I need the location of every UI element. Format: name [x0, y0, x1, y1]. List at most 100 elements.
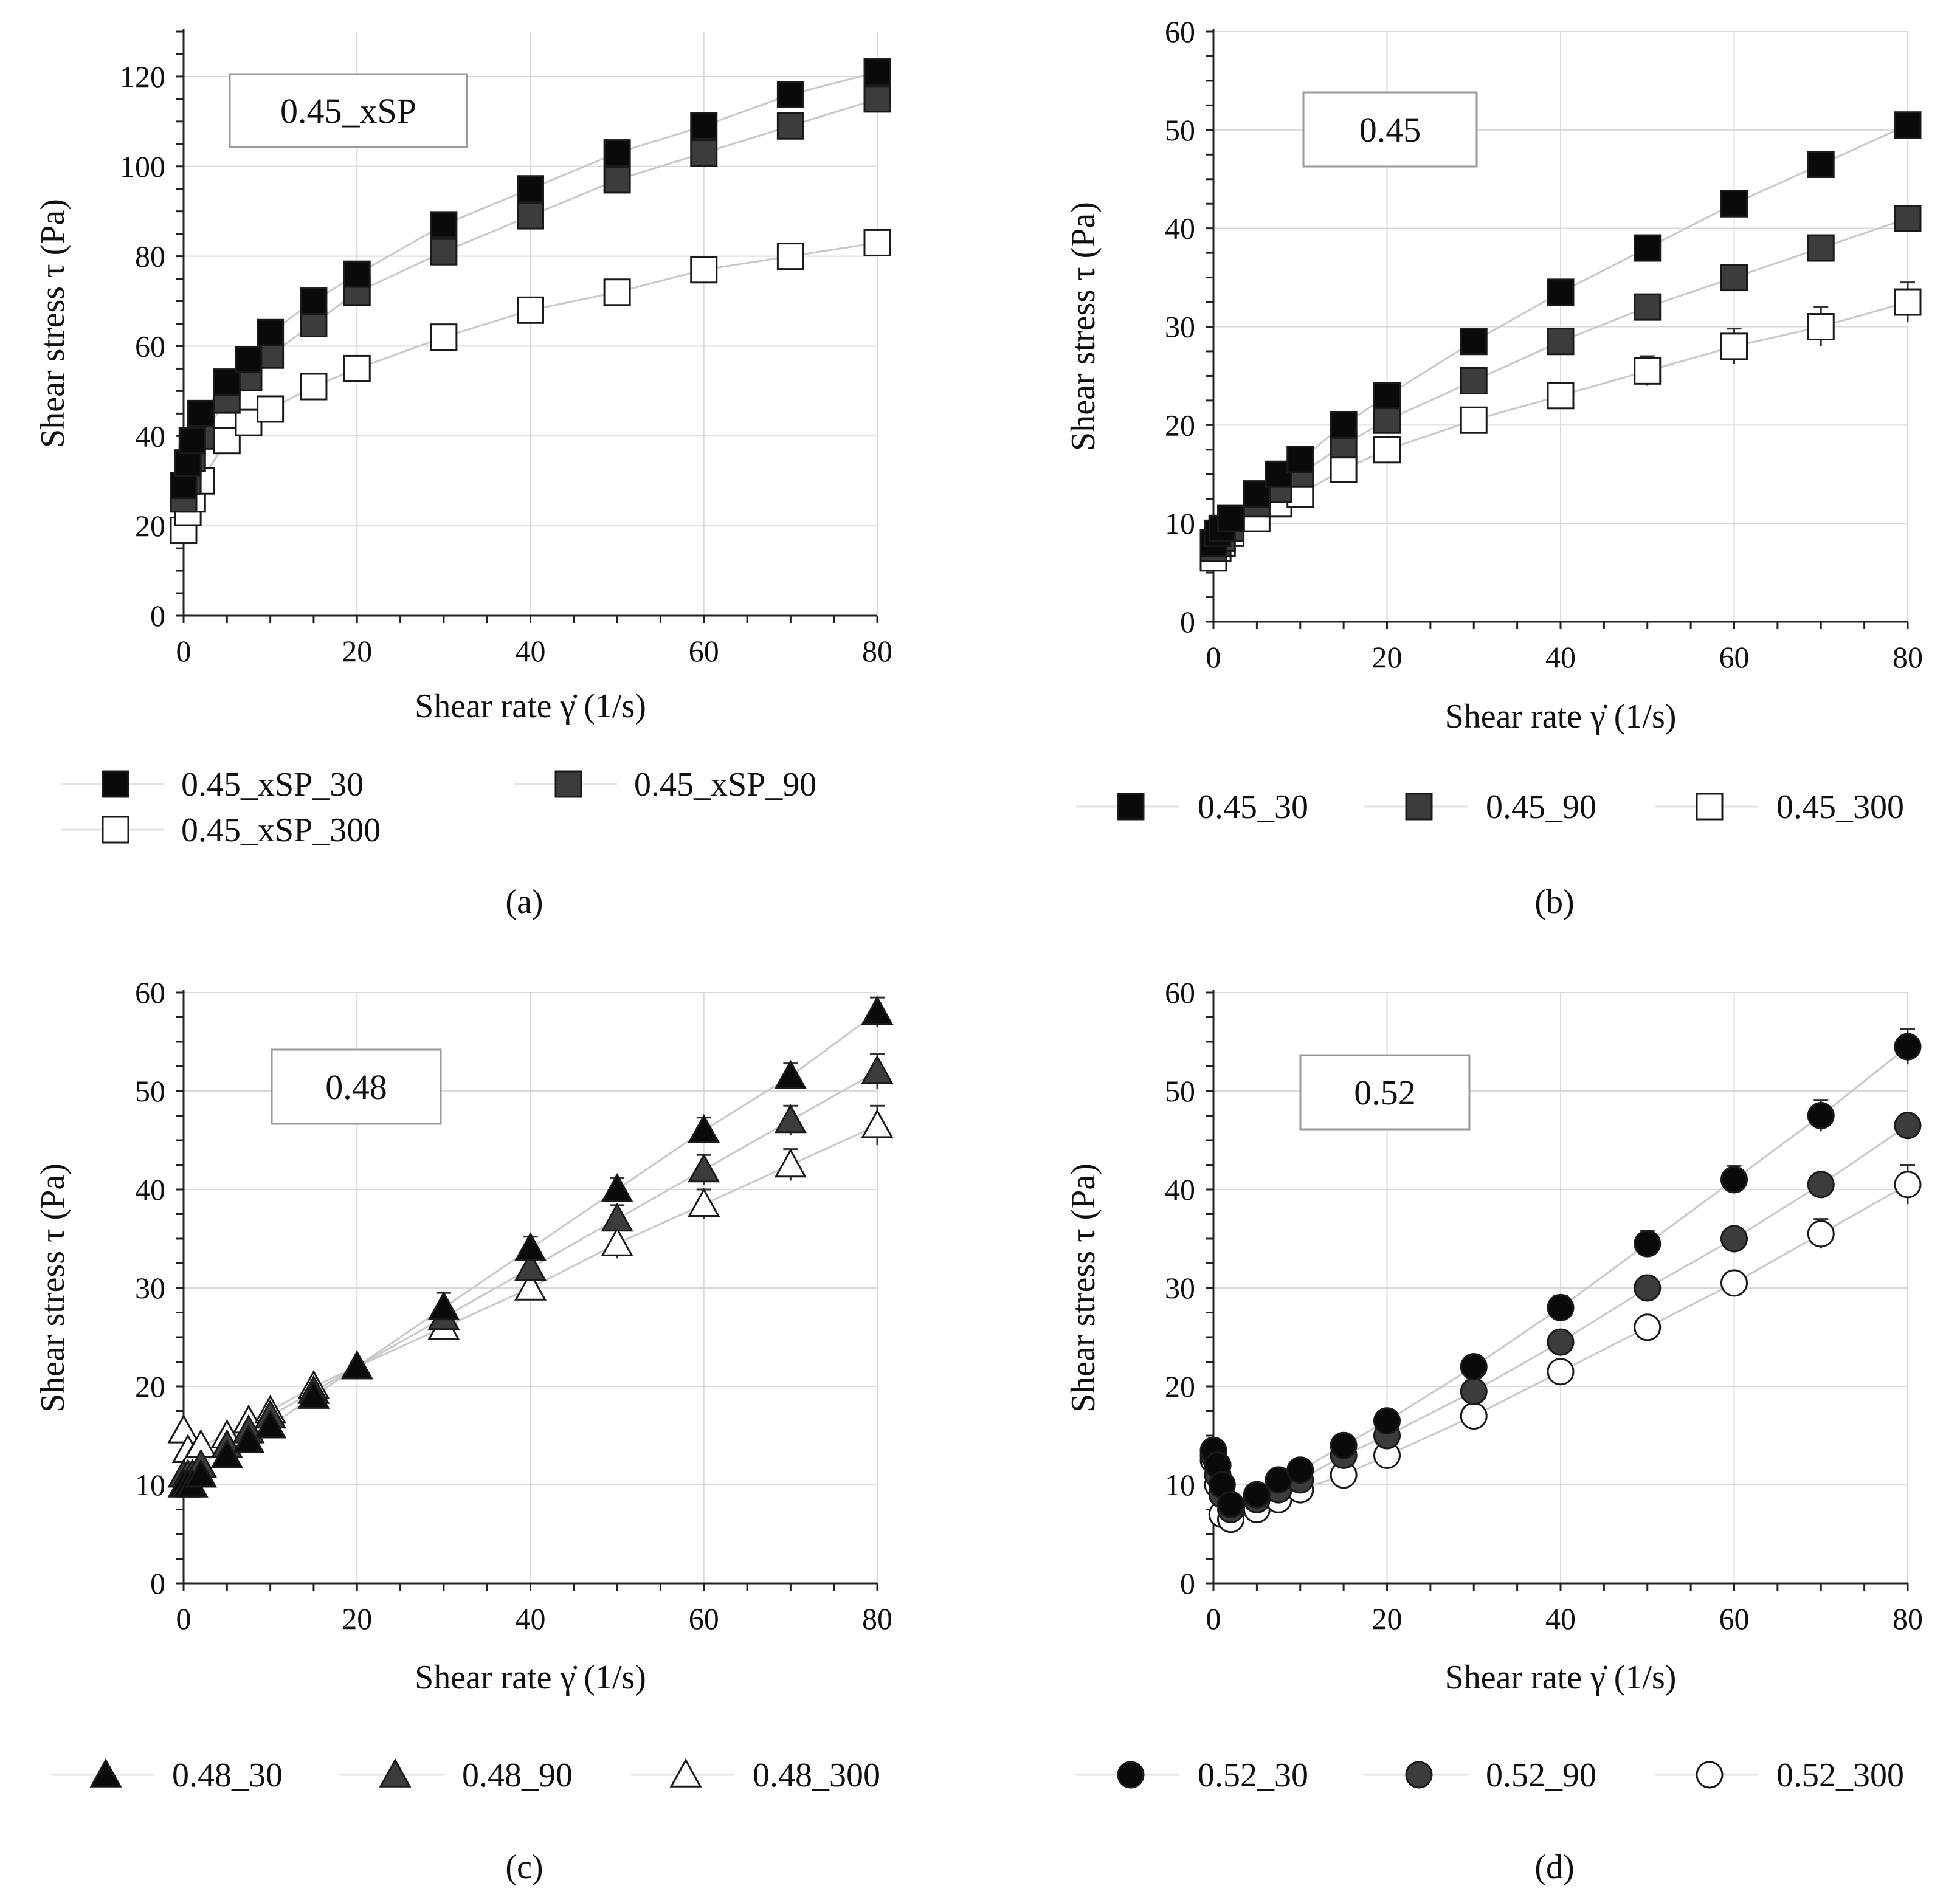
x-tick-label: 20 [1372, 1602, 1403, 1636]
x-tick-label: 20 [1372, 640, 1403, 674]
chart-panel-c: 0 10 20 30 40 50 60 0 20 40 60 80 Shear rate γ̇ (1/s… [34, 976, 894, 1886]
data-point-0.52_30 [1634, 1230, 1662, 1258]
data-point-0.45_xSP_30 [170, 472, 198, 500]
data-point-0.45_xSP_90 [603, 166, 631, 194]
data-point-0.52_300 [1894, 1171, 1922, 1199]
x-tick-label: 60 [1719, 1602, 1750, 1636]
data-point-0.48_300 [861, 1109, 894, 1138]
y-tick-label: 0 [150, 599, 165, 633]
data-point-0.45_xSP_90 [863, 85, 891, 113]
data-point-0.45_30 [1634, 234, 1662, 262]
data-point-0.45_300 [1547, 382, 1575, 410]
data-point-0.48_30 [232, 1424, 265, 1453]
data-point-0.52_300 [1720, 1269, 1748, 1297]
data-point-0.52_90 [1634, 1274, 1662, 1302]
data-point-0.48_90 [514, 1251, 547, 1281]
data-point-0.45_xSP_300 [863, 229, 891, 256]
legend-label: 0.48_30 [172, 1757, 283, 1794]
y-tick-label: 30 [135, 1271, 165, 1305]
data-point-0.45_xSP_300 [603, 278, 631, 306]
legend-label: 0.52_300 [1776, 1757, 1904, 1794]
data-point-0.48_90 [774, 1104, 807, 1134]
legend-marker [554, 770, 582, 798]
y-tick-label: 10 [135, 1468, 165, 1502]
data-point-0.45_300 [1460, 406, 1488, 434]
legend-marker [1696, 1761, 1724, 1789]
y-tick-label: 20 [135, 1369, 165, 1403]
data-point-0.48_30 [184, 1458, 218, 1488]
y-tick-label: 60 [1165, 976, 1195, 1010]
data-point-0.48_30 [601, 1172, 633, 1202]
data-point-0.48_30 [340, 1350, 373, 1380]
x-tick-label: 60 [689, 1602, 719, 1636]
data-point-0.45_30 [1460, 328, 1488, 356]
y-tick-label: 40 [1165, 212, 1195, 246]
x-tick-label: 0 [176, 1602, 192, 1636]
y-tick-label: 10 [1165, 1468, 1195, 1502]
legend-marker [379, 1758, 412, 1788]
y-tick-label: 60 [135, 329, 165, 363]
data-point-0.52_300 [1460, 1402, 1488, 1430]
legend-marker [669, 1758, 702, 1788]
data-point-0.45_xSP_30 [863, 58, 891, 86]
data-point-0.45_xSP_30 [603, 139, 631, 167]
data-point-0.45_xSP_30 [776, 80, 804, 108]
y-tick-label: 20 [135, 509, 165, 543]
data-point-0.48_30 [514, 1232, 547, 1261]
data-point-0.48_300 [167, 1414, 200, 1444]
y-tick-label: 80 [135, 239, 165, 274]
panel-label: 0.48 [325, 1067, 387, 1107]
x-tick-label: 40 [1545, 640, 1576, 674]
panel-label: 0.52 [1354, 1073, 1416, 1112]
panel-label-box [1302, 91, 1478, 168]
data-point-0.52_30 [1547, 1293, 1575, 1321]
x-tick-label: 0 [1206, 640, 1221, 674]
data-point-0.45_30 [1807, 150, 1835, 178]
data-point-0.52_300 [1807, 1220, 1835, 1248]
data-point-0.45_30 [1547, 278, 1575, 306]
data-point-0.52_30 [1217, 1490, 1245, 1518]
data-point-0.48_300 [601, 1227, 633, 1256]
x-tick-label: 80 [1893, 640, 1923, 674]
data-point-0.45_xSP_300 [517, 296, 544, 324]
x-tick-label: 40 [516, 634, 546, 668]
data-point-0.52_30 [1286, 1456, 1314, 1484]
legend-label: 0.48_90 [462, 1757, 573, 1794]
y-tick-label: 0 [1180, 605, 1195, 639]
data-point-0.45_90 [1547, 328, 1575, 356]
x-axis-label: Shear rate γ̇ (1/s) [1445, 698, 1677, 735]
x-tick-label: 60 [689, 634, 719, 668]
data-point-0.52_90 [1460, 1377, 1488, 1405]
data-point-0.45_300 [1894, 288, 1922, 316]
data-point-0.48_30 [210, 1439, 243, 1468]
data-point-0.52_30 [1243, 1481, 1271, 1509]
y-axis-label: Shear stress τ (Pa) [1065, 1163, 1102, 1413]
y-tick-label: 40 [1165, 1172, 1195, 1206]
legend-marker [89, 1758, 122, 1788]
x-tick-label: 20 [342, 1602, 372, 1636]
y-tick-label: 0 [150, 1566, 165, 1600]
legend-label: 0.52_30 [1198, 1757, 1308, 1794]
data-point-0.48_90 [688, 1153, 720, 1183]
y-tick-label: 60 [1165, 15, 1195, 49]
legend-marker [102, 816, 129, 844]
legend-label: 0.45_30 [1198, 788, 1308, 826]
x-axis-label: Shear rate γ̇ (1/s) [1445, 1659, 1677, 1696]
x-axis-label: Shear rate γ̇ (1/s) [415, 687, 646, 725]
data-point-0.45_30 [1373, 382, 1401, 410]
data-point-0.45_90 [1807, 234, 1835, 262]
y-tick-label: 20 [1165, 1369, 1195, 1403]
data-point-0.52_90 [1894, 1112, 1922, 1140]
x-tick-label: 80 [862, 1602, 892, 1636]
data-point-0.45_xSP_90 [517, 202, 544, 230]
data-point-0.48_300 [514, 1271, 547, 1301]
legend-label: 0.45_xSP_300 [181, 811, 381, 849]
legend-marker [1405, 793, 1433, 821]
data-point-0.45_xSP_300 [776, 243, 804, 270]
data-point-0.45_xSP_90 [430, 238, 458, 266]
data-point-0.48_300 [774, 1148, 807, 1178]
data-point-0.45_300 [1720, 332, 1748, 360]
data-point-0.48_90 [861, 1055, 894, 1084]
legend-marker [1696, 793, 1724, 821]
data-point-0.45_30 [1894, 111, 1922, 139]
